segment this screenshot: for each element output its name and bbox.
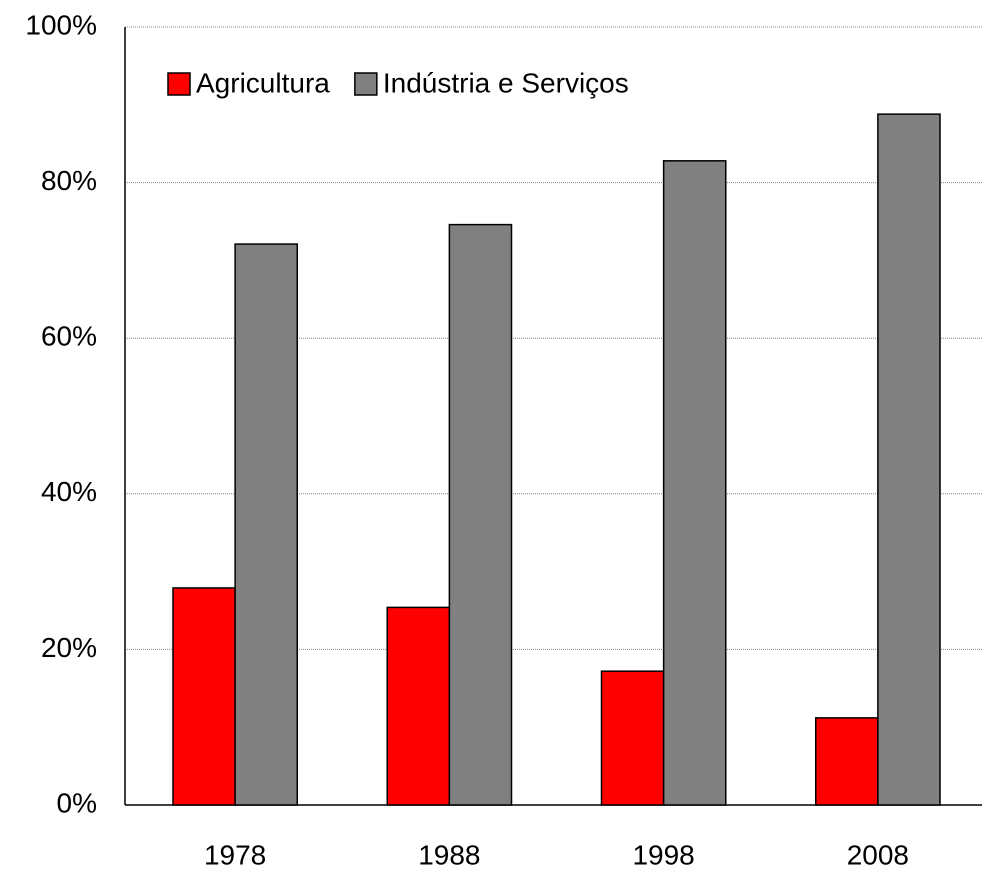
y-tick-label: 20%	[41, 632, 97, 663]
y-tick-label: 100%	[25, 9, 97, 40]
bar	[172, 587, 236, 806]
bar	[877, 113, 941, 806]
bar	[448, 223, 513, 806]
y-tick-label: 40%	[41, 476, 97, 507]
y-tick-label: 0%	[57, 787, 97, 818]
y-tick-label: 80%	[41, 165, 97, 196]
legend-swatch	[167, 72, 191, 96]
legend-label: Agricultura	[196, 67, 330, 98]
x-tick-label: 1978	[204, 839, 266, 870]
x-tick-label: 1998	[632, 839, 694, 870]
bar	[662, 160, 727, 806]
legend-swatch	[354, 72, 378, 96]
bar	[386, 606, 451, 806]
bar	[234, 243, 299, 806]
x-tick-label: 1988	[418, 839, 480, 870]
bar	[600, 670, 665, 806]
y-tick-label: 60%	[41, 321, 97, 352]
x-tick-label: 2008	[847, 839, 909, 870]
legend-label: Indústria e Serviços	[383, 67, 629, 98]
bar	[814, 717, 879, 806]
